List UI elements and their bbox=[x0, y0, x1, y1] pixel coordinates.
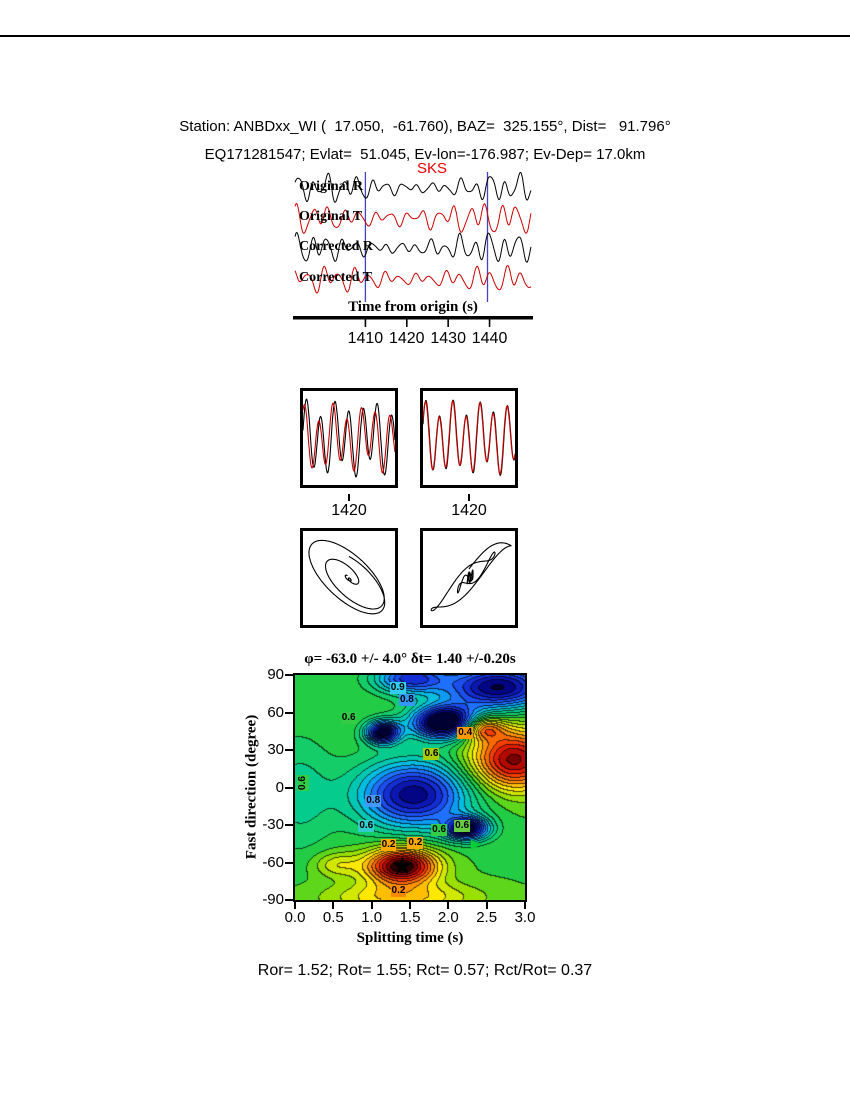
y-tick-mark bbox=[285, 749, 293, 751]
contour-plot bbox=[293, 673, 527, 902]
trace-original-t bbox=[294, 203, 532, 234]
window-trace bbox=[422, 400, 516, 475]
trace-corrected-r bbox=[294, 231, 532, 263]
window-trace bbox=[302, 398, 396, 478]
window-waveform-svg bbox=[422, 399, 516, 477]
seismogram-panel: SKS Original R Original T Corrected R Co… bbox=[293, 160, 533, 335]
contour-label: 0.2 bbox=[380, 839, 397, 851]
contour-label: 0.6 bbox=[454, 820, 471, 833]
y-tick-label: 30 bbox=[267, 741, 284, 758]
particle-motion-box-original bbox=[300, 528, 398, 628]
secondary-marker: ▶ bbox=[470, 835, 481, 851]
y-tick-label: -30 bbox=[262, 816, 284, 833]
x-tick-mark bbox=[294, 902, 296, 909]
y-tick-mark bbox=[285, 824, 293, 826]
x-tick-label: 0.0 bbox=[284, 909, 306, 926]
trace-original-r bbox=[294, 171, 532, 203]
particle-motion-box-corrected bbox=[420, 528, 518, 628]
x-tick-mark bbox=[409, 902, 411, 909]
contour-title: φ= -63.0 +/- 4.0° δt= 1.40 +/-0.20s bbox=[304, 651, 516, 667]
contour-label: 0.6 bbox=[296, 774, 309, 791]
trace-label-corrected-r: Corrected R bbox=[299, 239, 373, 254]
y-tick-label: 60 bbox=[267, 703, 284, 721]
y-tick-mark bbox=[285, 674, 293, 676]
contour-label: 0.6 bbox=[340, 711, 357, 724]
seismogram-tick-row: 1410 1420 1430 1440 bbox=[293, 330, 533, 352]
y-tick-mark bbox=[285, 861, 293, 864]
y-tick-mark bbox=[285, 786, 293, 789]
contour-label: 0.8 bbox=[365, 795, 382, 808]
window-trace bbox=[302, 402, 396, 474]
x-tick-mark bbox=[447, 902, 450, 909]
contour-label: 0.8 bbox=[398, 694, 415, 706]
result-stats: Ror= 1.52; Rot= 1.55; Rct= 0.57; Rct/Rot… bbox=[257, 962, 593, 979]
station-info-line: Station: ANBDxx_WI ( 17.050, -61.760), B… bbox=[179, 118, 671, 135]
window-tick-mark-2 bbox=[468, 494, 470, 501]
y-tick-mark bbox=[285, 711, 293, 714]
time-axis-line bbox=[293, 316, 533, 320]
waveform-window-box-corrected bbox=[420, 388, 518, 488]
x-tick-label: 0.5 bbox=[322, 909, 344, 926]
y-tick-mark bbox=[285, 899, 293, 901]
window-tick-label-2: 1420 bbox=[451, 502, 487, 519]
time-tick-label: 1430 bbox=[430, 330, 466, 347]
seismogram-svg bbox=[293, 171, 533, 327]
contour-label: 0.6 bbox=[358, 820, 375, 833]
phase-label: SKS bbox=[417, 160, 448, 177]
x-tick-label: 3.0 bbox=[514, 909, 536, 926]
time-tick-label: 1410 bbox=[347, 330, 384, 347]
trace-label-original-t: Original T bbox=[299, 209, 363, 224]
x-tick-mark bbox=[485, 902, 488, 909]
particle-motion-path bbox=[430, 542, 512, 612]
time-tick-label: 1440 bbox=[471, 330, 508, 347]
contour-label: 0.9 bbox=[389, 681, 406, 694]
event-info-line: EQ171281547; Evlat= 51.045, Ev-lon=-176.… bbox=[204, 146, 646, 163]
x-tick-label: 2.5 bbox=[476, 909, 498, 926]
particle-motion-svg bbox=[430, 542, 512, 612]
contour-label: 0.4 bbox=[457, 726, 474, 739]
x-tick-mark bbox=[524, 902, 526, 909]
x-tick-label: 1.0 bbox=[361, 909, 383, 926]
trace-label-original-r: Original R bbox=[299, 179, 364, 194]
y-tick-label: 0 bbox=[275, 778, 284, 796]
waveform-window-box-original bbox=[300, 388, 398, 488]
contour-label: 0.6 bbox=[423, 747, 440, 760]
window-tick-label-1: 1420 bbox=[331, 502, 367, 519]
page-top-rule bbox=[0, 35, 850, 37]
x-tick-mark bbox=[332, 902, 335, 909]
window-waveform-svg bbox=[302, 398, 396, 478]
x-tick-label: 2.0 bbox=[437, 909, 459, 926]
x-tick-label: 1.5 bbox=[399, 909, 421, 926]
trace-label-corrected-t: Corrected T bbox=[299, 270, 372, 285]
window-tick-mark-1 bbox=[348, 494, 350, 501]
energy-map-canvas bbox=[295, 675, 525, 900]
time-tick-label: 1420 bbox=[388, 330, 425, 347]
contour-label: 0.6 bbox=[431, 824, 448, 836]
y-tick-label: -60 bbox=[262, 853, 284, 871]
best-fit-star-marker: ★ bbox=[390, 850, 414, 881]
x-tick-mark bbox=[370, 902, 373, 909]
particle-motion-path bbox=[308, 539, 386, 615]
y-tick-label: 90 bbox=[267, 666, 284, 683]
x-axis-label: Splitting time (s) bbox=[356, 930, 464, 946]
contour-label: 0.2 bbox=[390, 885, 407, 898]
particle-motion-svg bbox=[308, 539, 386, 615]
trace-corrected-t bbox=[294, 265, 532, 294]
time-axis-label: Time from origin (s) bbox=[348, 299, 478, 315]
y-tick-label: -90 bbox=[262, 891, 284, 908]
contour-label: 0.2 bbox=[407, 836, 424, 849]
